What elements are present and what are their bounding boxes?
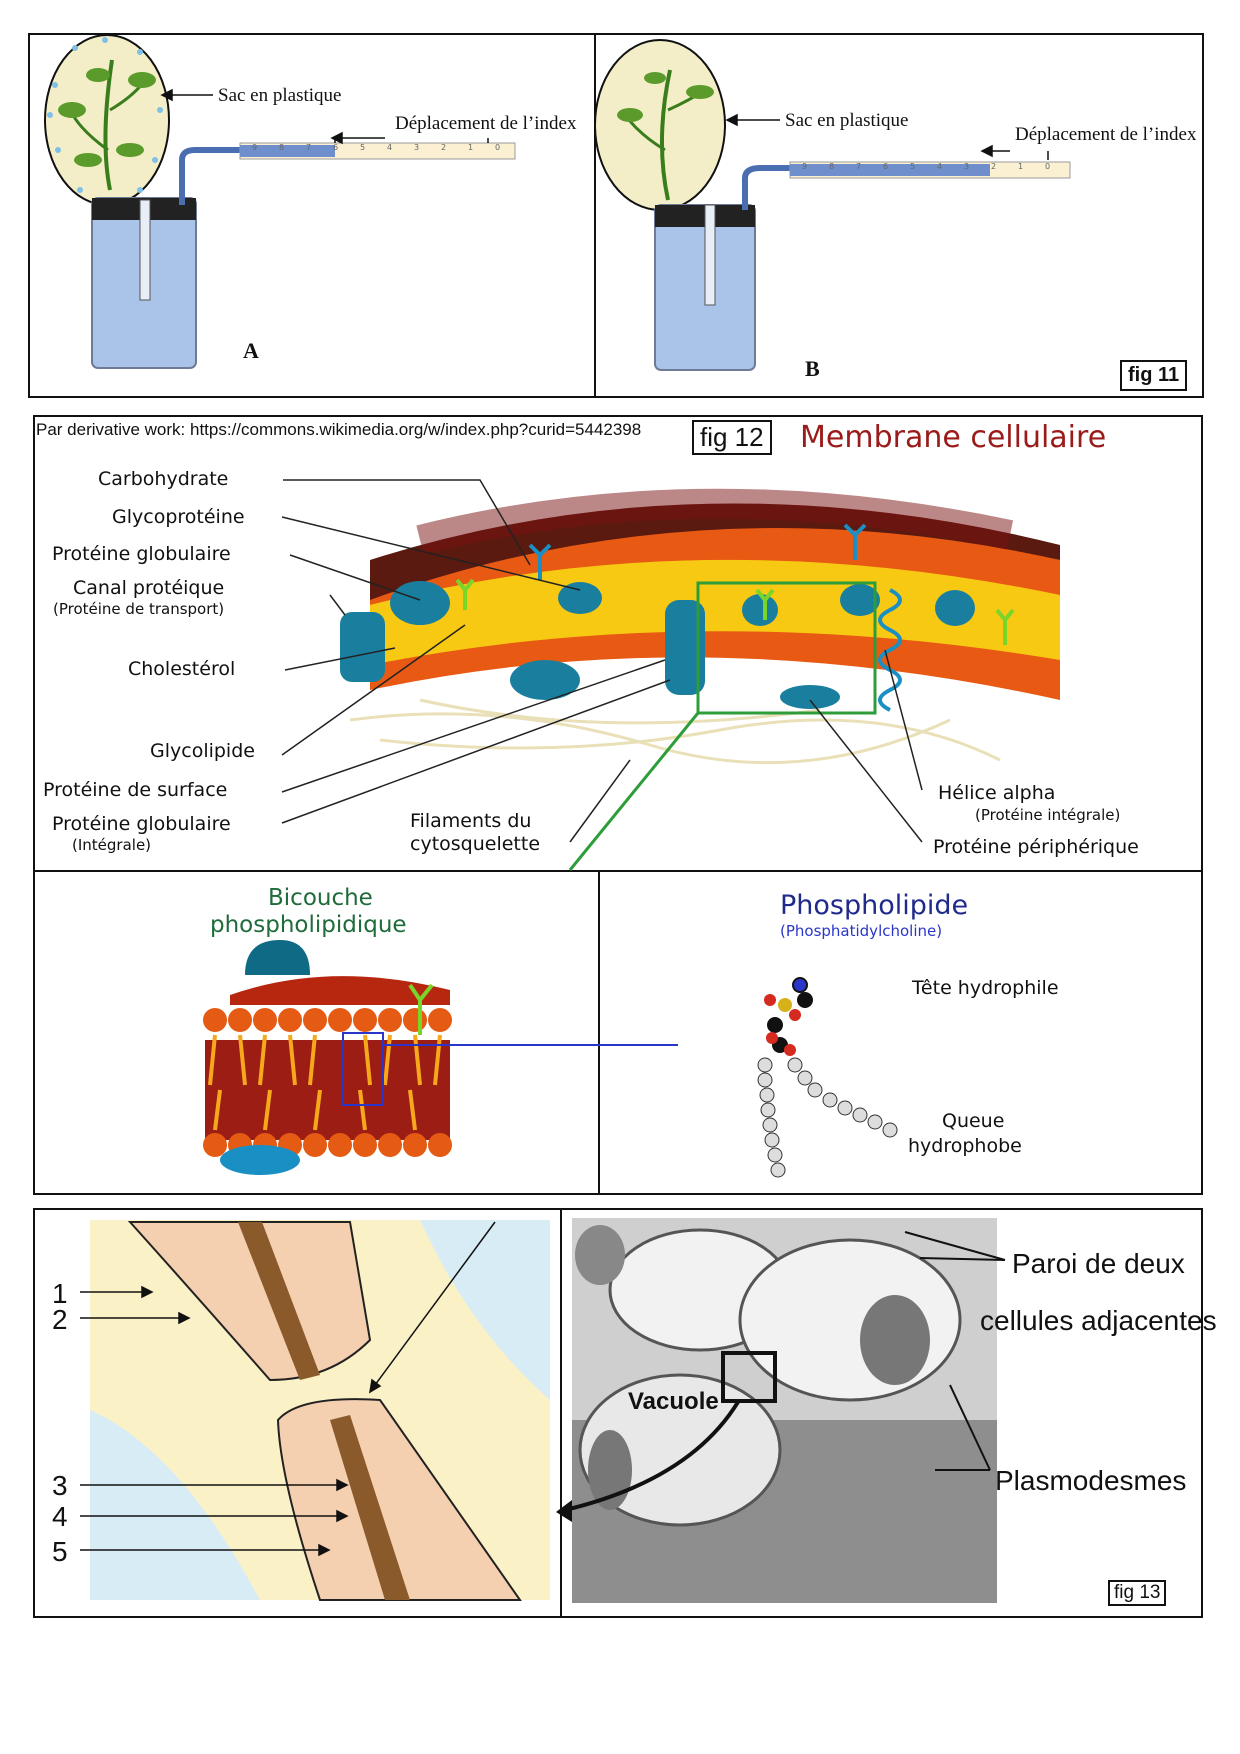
bilayer-title-2: phospholipidique [210, 912, 407, 938]
panel-b-index-label: Déplacement de l’index [1015, 124, 1197, 145]
number-5: 5 [52, 1536, 68, 1567]
bilayer-title-1: Bicouche [268, 885, 373, 911]
fig12-lower-divider [598, 870, 600, 1195]
phospholipid-sub: (Phosphatidylcholine) [780, 922, 943, 940]
ruler-tick-label: 8 [829, 162, 835, 171]
label-globular-protein: Protéine globulaire [52, 543, 231, 565]
number-1: 1 [52, 1278, 68, 1309]
ruler-tick-label: 4 [387, 143, 393, 152]
ruler-tick-label: 7 [306, 143, 312, 152]
hydrophilic-head-label: Tête hydrophile [912, 977, 1059, 999]
ruler-tick-label: 9 [252, 143, 258, 152]
number-2: 2 [52, 1304, 68, 1335]
ruler-tick-label: 9 [802, 162, 808, 171]
ruler-tick-label: 8 [279, 143, 285, 152]
panel-b-letter: B [805, 356, 820, 381]
fig11-divider [594, 33, 596, 398]
fig12-mid-divider [33, 870, 1203, 872]
plasmodesmata-label: Plasmodesmes [995, 1465, 1187, 1496]
tail-label-2: hydrophobe [908, 1135, 1022, 1157]
fig11-frame [28, 33, 1204, 398]
panel-a-index-label: Déplacement de l’index [395, 113, 577, 134]
ruler-tick-label: 3 [964, 162, 970, 171]
ruler-tick-label: 5 [910, 162, 916, 171]
fig12-source: Par derivative work: https://commons.wik… [36, 420, 642, 439]
fig12-title: Membrane cellulaire [800, 420, 1107, 455]
label-alpha-helix-sub: (Protéine intégrale) [975, 806, 1121, 824]
panel-b-bag-label: Sac en plastique [785, 110, 909, 131]
label-alpha-helix: Hélice alpha [938, 782, 1056, 804]
fig13-divider [560, 1208, 562, 1618]
fig13-frame [33, 1208, 1203, 1618]
ruler-tick-label: 5 [360, 143, 366, 152]
number-4: 4 [52, 1501, 68, 1532]
ruler-tick-label: 7 [856, 162, 862, 171]
panel-a-letter: A [243, 338, 259, 363]
phospholipid-title: Phospholipide [780, 890, 969, 921]
label-filaments-1: Filaments du [410, 810, 532, 832]
ruler-tick-label: 2 [991, 162, 997, 171]
label-surface-protein: Protéine de surface [43, 779, 228, 801]
label-glycoprotein: Glycoprotéine [112, 506, 245, 528]
ruler-tick-label: 1 [1018, 162, 1024, 171]
label-cholesterol: Cholestérol [128, 658, 236, 680]
fig11-tag: fig 11 [1120, 360, 1188, 391]
number-3: 3 [52, 1470, 68, 1501]
fig12-tag: fig 12 [692, 420, 772, 455]
label-channel-protein: Canal protéique [73, 577, 225, 599]
label-peripheral-protein: Protéine périphérique [933, 836, 1139, 858]
wall-label-2: cellules adjacentes [980, 1305, 1217, 1336]
label-filaments-2: cytosquelette [410, 833, 541, 855]
ruler-tick-label: 1 [468, 143, 474, 152]
label-carbohydrate: Carbohydrate [98, 468, 229, 490]
fig12-frame [33, 415, 1203, 1195]
label-channel-protein-sub: (Protéine de transport) [53, 600, 225, 618]
wall-label-1: Paroi de deux [1012, 1248, 1185, 1279]
ruler-tick-label: 2 [441, 143, 447, 152]
label-glycolipid: Glycolipide [150, 740, 255, 762]
ruler-tick-label: 0 [1045, 162, 1051, 171]
ruler-tick-label: 4 [937, 162, 943, 171]
label-globular-integral: Protéine globulaire [52, 813, 231, 835]
vacuole-label: Vacuole [628, 1388, 719, 1415]
ruler-tick-label: 6 [883, 162, 889, 171]
ruler-tick-label: 0 [495, 143, 501, 152]
panel-a-bag-label: Sac en plastique [218, 85, 342, 106]
ruler-tick-label: 6 [333, 143, 339, 152]
fig13-tag: fig 13 [1108, 1580, 1167, 1606]
tail-label-1: Queue [942, 1110, 1005, 1132]
ruler-tick-label: 3 [414, 143, 420, 152]
label-globular-integral-sub: (Intégrale) [72, 836, 152, 854]
